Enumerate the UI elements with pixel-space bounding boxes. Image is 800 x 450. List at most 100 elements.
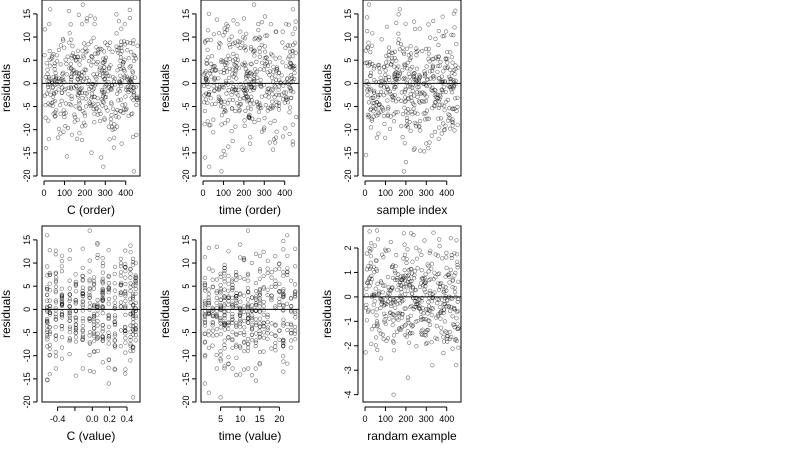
- residual-point: [238, 305, 243, 310]
- residual-point: [451, 84, 456, 89]
- residual-point: [77, 131, 82, 136]
- residual-point: [281, 354, 286, 359]
- residual-point: [272, 83, 277, 88]
- residual-point: [441, 284, 446, 289]
- residual-point: [399, 315, 405, 320]
- residual-point: [226, 320, 231, 326]
- residual-point: [80, 274, 85, 279]
- residual-point: [229, 92, 234, 97]
- residual-point: [202, 381, 207, 386]
- residual-point: [424, 293, 429, 298]
- residual-point: [288, 49, 293, 54]
- x-tick-label: 200: [236, 188, 251, 198]
- x-axis-label: sample index: [377, 203, 448, 217]
- residual-point: [221, 33, 226, 38]
- residual-point: [95, 336, 100, 341]
- residual-point: [370, 293, 375, 298]
- residual-point: [450, 346, 455, 351]
- residual-point: [101, 92, 107, 97]
- residual-point: [123, 312, 128, 318]
- residual-point: [67, 40, 72, 45]
- residual-point: [397, 301, 403, 306]
- residual-point: [80, 323, 85, 329]
- residual-point: [399, 296, 404, 301]
- residual-point: [128, 296, 133, 302]
- residual-point: [281, 295, 286, 300]
- residual-point: [377, 79, 382, 85]
- residual-point: [276, 103, 282, 108]
- residual-point: [245, 311, 251, 316]
- residual-point: [409, 95, 414, 100]
- residual-point: [276, 100, 281, 106]
- residual-point: [450, 106, 455, 112]
- residual-point: [405, 288, 410, 293]
- residual-point: [379, 104, 384, 110]
- residual-point: [287, 85, 292, 90]
- residual-point: [246, 98, 251, 103]
- residual-point: [414, 49, 419, 55]
- residual-point: [363, 48, 368, 53]
- residual-point: [92, 326, 97, 331]
- residual-point: [421, 81, 426, 86]
- residual-point: [224, 69, 230, 74]
- residual-point: [424, 329, 429, 334]
- residual-point: [106, 301, 111, 306]
- residual-point: [95, 298, 100, 303]
- residual-point: [86, 78, 92, 83]
- residual-point: [67, 313, 72, 318]
- residual-point: [83, 104, 89, 109]
- residual-point: [129, 79, 134, 84]
- residual-point: [53, 108, 59, 113]
- residual-point: [375, 281, 380, 287]
- residual-point: [112, 331, 118, 336]
- residual-point: [444, 250, 449, 255]
- residual-point: [218, 98, 223, 103]
- residual-point: [68, 103, 74, 108]
- residual-point: [404, 256, 409, 262]
- residual-point: [276, 84, 282, 89]
- residual-point: [455, 265, 460, 270]
- residual-point: [131, 395, 136, 400]
- residual-point: [59, 315, 64, 320]
- residual-point: [238, 299, 243, 304]
- y-tick-label: -5: [22, 103, 32, 111]
- residual-point: [413, 26, 418, 32]
- residual-point: [242, 276, 247, 282]
- residual-point: [427, 250, 432, 256]
- residual-point: [229, 106, 235, 111]
- residual-point: [377, 65, 382, 70]
- residual-point: [385, 107, 391, 112]
- residual-point: [289, 345, 294, 350]
- residual-point: [450, 60, 455, 65]
- residual-point: [442, 65, 448, 70]
- residual-point: [110, 49, 115, 55]
- residual-point: [420, 98, 425, 104]
- residual-point: [67, 336, 72, 341]
- residual-point: [222, 313, 227, 318]
- residual-point: [234, 332, 239, 338]
- residual-point: [211, 117, 216, 122]
- residual-point: [440, 14, 445, 19]
- x-tick-label: 300: [419, 188, 434, 198]
- residual-point: [224, 80, 229, 85]
- residual-point: [409, 267, 414, 272]
- residual-point: [230, 277, 235, 282]
- residual-point: [424, 83, 429, 89]
- residual-point: [435, 69, 440, 74]
- residual-point: [106, 124, 111, 129]
- residual-point: [69, 66, 74, 71]
- residual-point: [93, 51, 98, 56]
- residual-point: [280, 29, 285, 34]
- residual-point: [251, 85, 257, 91]
- residual-point: [254, 59, 259, 65]
- residual-point: [103, 55, 108, 60]
- residual-point: [283, 45, 288, 51]
- residual-point: [123, 340, 128, 345]
- residual-point: [363, 60, 368, 66]
- residual-point: [128, 348, 133, 353]
- residual-point: [439, 325, 444, 330]
- residual-point: [210, 305, 215, 310]
- residual-point: [269, 321, 274, 326]
- residual-point: [374, 258, 379, 264]
